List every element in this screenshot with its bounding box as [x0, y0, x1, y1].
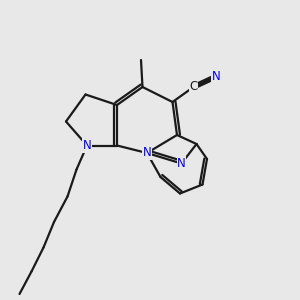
Text: C: C: [189, 80, 198, 94]
Text: N: N: [142, 146, 152, 160]
Text: N: N: [212, 70, 220, 83]
Text: N: N: [82, 139, 91, 152]
Text: N: N: [177, 157, 186, 170]
